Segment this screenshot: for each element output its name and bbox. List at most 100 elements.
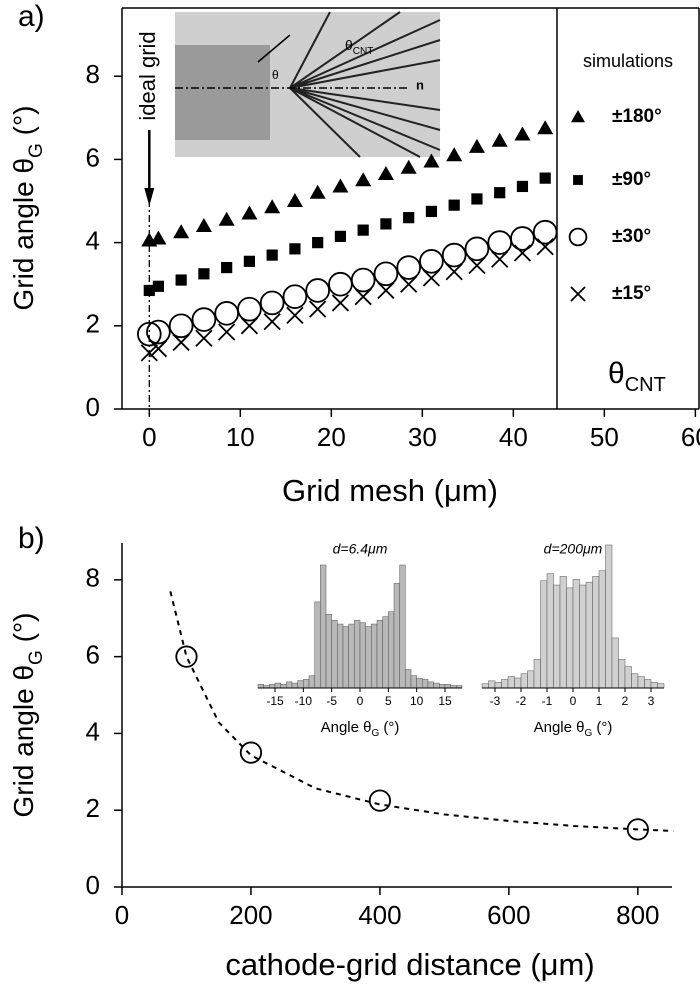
marker-cross: [140, 344, 158, 362]
y-tick-label: 8: [86, 563, 100, 593]
marker-cross: [172, 333, 190, 352]
fit-curve: [169, 591, 674, 832]
marker-square: [175, 274, 187, 286]
panel-label: a): [18, 0, 45, 33]
histogram-bar: [337, 623, 344, 689]
histogram-bar: [331, 620, 338, 689]
marker-cross: [354, 288, 372, 306]
x-tick-label: 0: [142, 422, 156, 452]
marker-circle: [441, 242, 467, 268]
marker-triangle: [150, 230, 167, 245]
histogram-bar: [579, 584, 587, 689]
label-part: CNT: [625, 374, 666, 396]
histogram-bar: [553, 584, 561, 689]
histogram-bar: [269, 684, 276, 689]
histogram-bar: [280, 684, 287, 689]
histogram-bar: [624, 666, 632, 689]
marker-triangle: [195, 217, 212, 232]
label-part: θ: [345, 37, 353, 53]
legend-label: ±30°: [612, 226, 651, 247]
histogram-bar: [371, 623, 378, 689]
marker-cross: [240, 317, 259, 335]
histogram-bar: [546, 573, 554, 689]
legend-title: simulations: [583, 51, 673, 71]
inset-theta: θ: [272, 68, 279, 82]
histogram-bar: [637, 676, 645, 689]
marker-circle: [175, 645, 198, 668]
y-tick-label: 8: [86, 59, 100, 89]
marker-cross: [536, 238, 554, 256]
label: Angle θG (°): [321, 719, 400, 739]
marker-cross: [445, 263, 463, 281]
marker-triangle: [571, 110, 585, 123]
marker-circle: [464, 236, 490, 262]
x-tick-label: 600: [487, 900, 530, 930]
marker-triangle: [355, 172, 372, 187]
histogram-bar: [416, 677, 423, 689]
histogram-bar: [559, 576, 567, 689]
histogram-bar: [439, 684, 446, 689]
label-part: G: [26, 650, 47, 665]
x-tick-label: 1: [596, 694, 603, 708]
marker-triangle: [309, 184, 326, 199]
x-tick-label: -2: [516, 694, 527, 708]
marker-cross: [195, 329, 213, 347]
label-part: Angle θ: [534, 719, 585, 736]
histogram-bar: [566, 587, 574, 689]
marker-square: [357, 224, 369, 236]
marker-circle: [510, 226, 535, 251]
marker-circle: [532, 219, 558, 245]
grid-region: [175, 45, 270, 140]
marker-circle: [328, 271, 353, 297]
marker-circle: [239, 741, 263, 764]
histogram-bar: [618, 659, 626, 689]
marker-square: [221, 261, 233, 274]
marker-triangle: [377, 165, 394, 180]
inset-n: n: [416, 77, 424, 92]
y-tick-label: 2: [86, 309, 100, 339]
marker-cross: [331, 294, 350, 312]
histogram-bar: [507, 676, 515, 689]
x-tick-label: -3: [490, 694, 501, 708]
panel-label: b): [18, 522, 45, 555]
x-tick-label: 10: [410, 694, 424, 708]
histogram-bar: [631, 673, 639, 689]
marker-circle: [419, 249, 444, 274]
marker-square: [289, 243, 301, 255]
marker-square: [312, 237, 324, 249]
marker-cross: [491, 250, 509, 268]
marker-circle: [146, 319, 171, 345]
y-tick-label: 2: [86, 793, 100, 823]
histogram-bar: [286, 681, 293, 689]
label-part: (°): [8, 613, 39, 651]
marker-square: [152, 280, 165, 292]
x-axis-label: Grid mesh (μm): [282, 473, 498, 508]
histogram-bar: [405, 669, 412, 689]
marker-square: [425, 205, 438, 218]
marker-triangle: [241, 205, 258, 220]
legend-label: ±15°: [612, 283, 651, 304]
ideal-grid-label: ideal grid: [135, 31, 160, 120]
label-part: (°): [379, 719, 399, 736]
marker-circle: [396, 255, 421, 280]
marker-circle: [237, 296, 262, 322]
marker-circle: [168, 313, 194, 339]
histogram-bar: [314, 601, 321, 689]
marker-triangle: [264, 199, 281, 214]
label-part: (°): [592, 719, 612, 736]
histogram-bar: [444, 684, 451, 689]
x-tick-label: 0: [357, 694, 364, 708]
x-tick-label: 20: [317, 422, 346, 452]
marker-triangle: [400, 159, 417, 174]
marker-square: [573, 175, 583, 185]
inset-image: θCNT θ n: [175, 11, 441, 158]
label-part: Angle θ: [321, 719, 372, 736]
histogram-bar: [325, 613, 332, 689]
histogram-bar: [644, 679, 652, 689]
marker-square: [143, 284, 155, 297]
label-part: (°): [8, 106, 39, 144]
x-tick-label: -1: [542, 694, 553, 708]
x-tick-label: -15: [266, 694, 284, 708]
inset-angle-label: θCNT: [345, 37, 373, 57]
x-tick-label: 5: [385, 694, 392, 708]
